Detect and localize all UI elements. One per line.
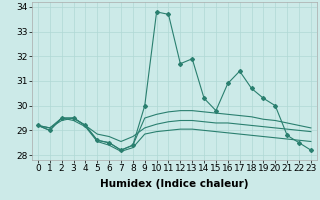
X-axis label: Humidex (Indice chaleur): Humidex (Indice chaleur) — [100, 179, 249, 189]
